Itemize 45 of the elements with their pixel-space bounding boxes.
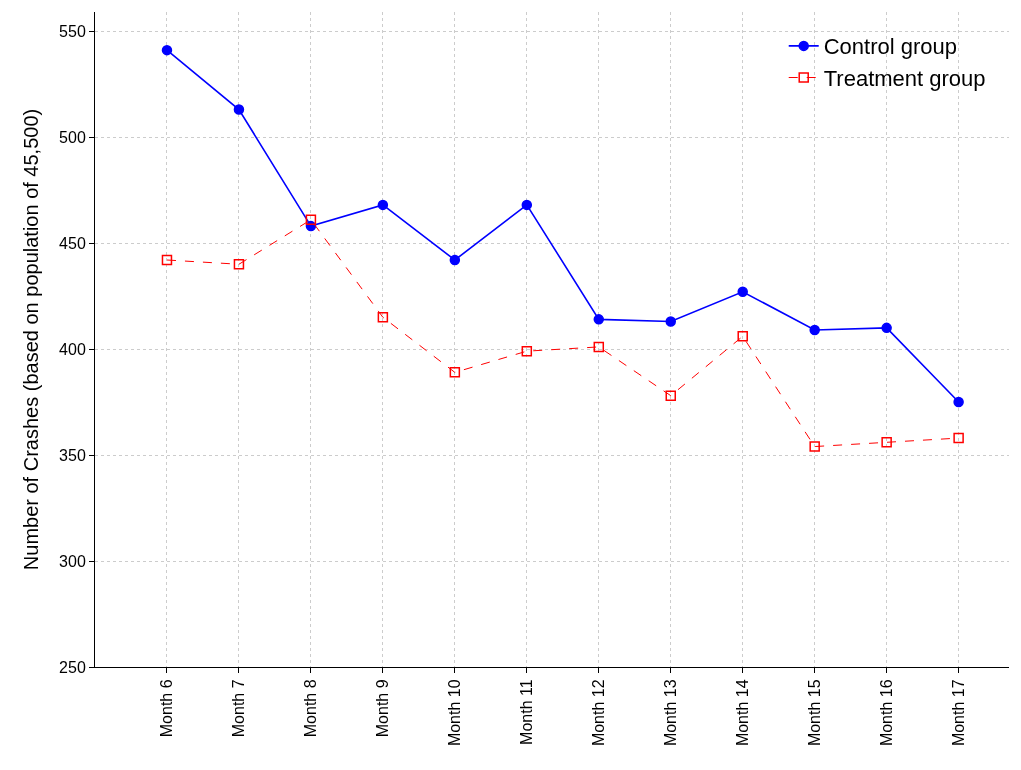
point [593, 314, 605, 325]
point [233, 104, 245, 115]
y-tick-label: 250 [59, 658, 86, 676]
x-tick-label: Month 6 [158, 679, 176, 738]
x-tick-label: Month 8 [302, 679, 320, 738]
x-tick-label: Month 11 [518, 679, 536, 745]
point [665, 316, 676, 327]
point [881, 322, 892, 334]
y-tick-label: 550 [59, 22, 86, 40]
x-tick-label: Month 15 [805, 679, 823, 747]
point [521, 345, 533, 357]
x-tick-label: Month 7 [230, 679, 248, 738]
x-tick-label: Month 12 [589, 679, 607, 747]
legend-label: Treatment group [823, 66, 986, 92]
point [161, 254, 173, 266]
y-tick-label: 300 [59, 552, 86, 570]
x-tick-label: Month 13 [661, 679, 679, 747]
point [953, 396, 964, 408]
point [449, 367, 461, 378]
point [377, 199, 389, 211]
y-tick-label: 500 [59, 128, 86, 146]
x-tick-label: Month 10 [446, 679, 464, 747]
x-tick-label: Month 9 [374, 679, 392, 738]
y-tick-label: 400 [59, 340, 86, 358]
legend-label: Control group [823, 34, 958, 60]
point [161, 44, 173, 56]
point [881, 437, 892, 448]
y-axis-title: Number of Crashes (based on population of 45,500) [19, 108, 42, 571]
point [809, 324, 820, 336]
point [953, 432, 964, 444]
point [233, 259, 245, 270]
point [305, 214, 317, 225]
point [521, 199, 533, 211]
point [809, 441, 820, 452]
x-tick-label: Month 16 [877, 679, 895, 747]
x-tick-label: Month 17 [949, 679, 967, 747]
point [737, 331, 748, 342]
y-tick-label: 450 [59, 234, 86, 252]
point [665, 390, 676, 401]
point [377, 311, 389, 323]
point [449, 254, 461, 266]
x-tick-label: Month 14 [733, 679, 751, 747]
point [593, 341, 605, 353]
y-tick-label: 350 [59, 446, 86, 464]
point [737, 286, 748, 298]
